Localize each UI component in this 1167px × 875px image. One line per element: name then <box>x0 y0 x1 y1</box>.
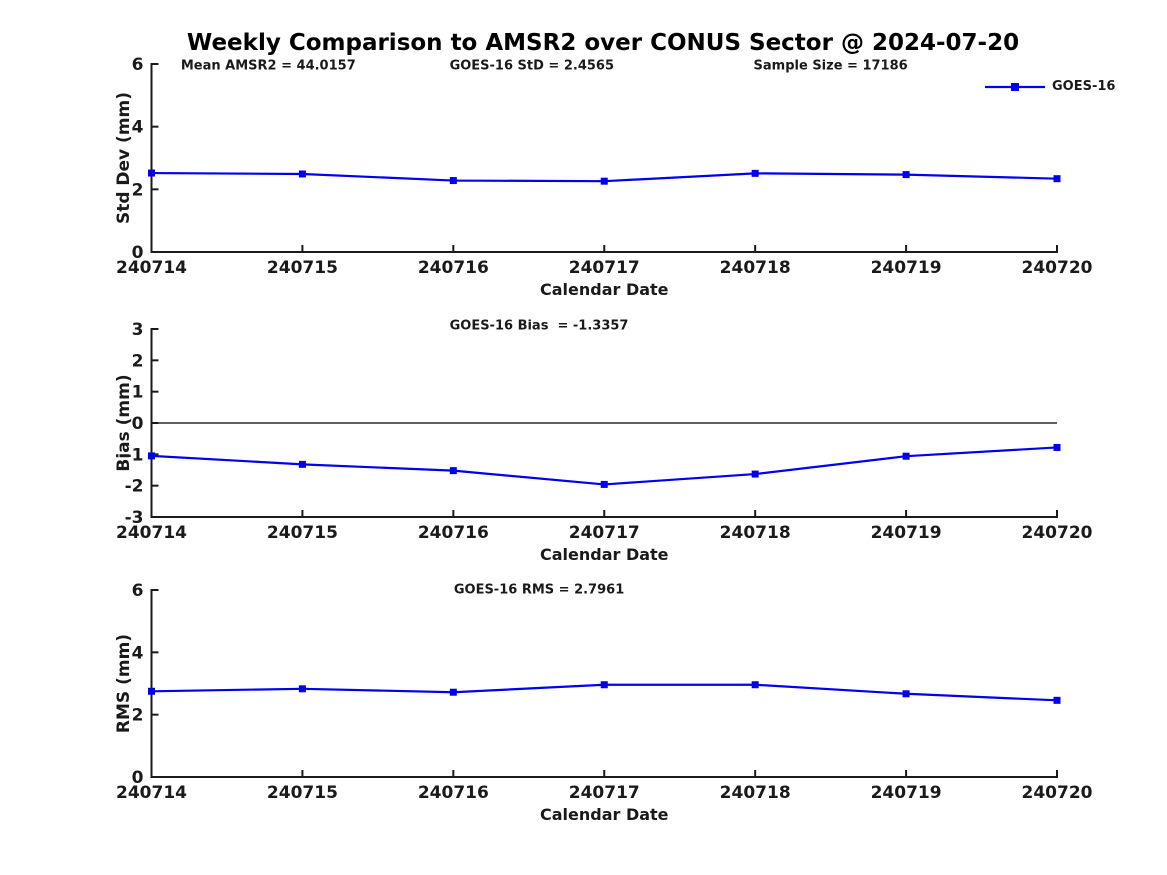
x-tick-label: 240716 <box>418 783 489 803</box>
data-point-marker <box>1053 175 1061 183</box>
y-tick-label: 0 <box>132 243 144 263</box>
y-tick-label: 1 <box>132 383 144 403</box>
y-tick-label: 4 <box>132 643 144 663</box>
data-line <box>151 446 1058 486</box>
legend-label: GOES-16 <box>1052 79 1116 94</box>
annotation-text: GOES-16 StD = 2.4565 <box>450 59 614 74</box>
y-tick-label: 2 <box>132 706 144 726</box>
annotation-text: GOES-16 Bias = -1.3357 <box>450 319 629 334</box>
data-point-marker <box>298 170 306 178</box>
x-tick-label: 240714 <box>116 258 187 278</box>
y-axis-label: Bias (mm) <box>114 374 134 471</box>
data-point-marker <box>751 681 759 689</box>
y-tick-label: -2 <box>125 477 144 497</box>
data-point-marker <box>600 480 608 488</box>
x-tick-label: 240719 <box>871 783 942 803</box>
y-tick-label: 3 <box>132 320 144 340</box>
x-tick-label: 240716 <box>418 258 489 278</box>
subplot-bias-mm: -3 -2 -1 0 1 2 3 240714 240715 240716 240717 240718… <box>114 319 1093 565</box>
y-tick-label: -1 <box>125 445 144 465</box>
y-tick-label: 2 <box>132 351 144 371</box>
data-point-marker <box>148 687 155 695</box>
x-axis-label: Calendar Date <box>540 805 669 824</box>
x-tick-label: 240715 <box>267 258 338 278</box>
subplot-std-dev-mm: 0 2 4 6 240714 240715 240716 240717 240718 240719… <box>114 55 1093 299</box>
data-point-marker <box>1053 696 1061 704</box>
legend-line-sample <box>985 82 1045 91</box>
x-tick-label: 240716 <box>418 523 489 543</box>
data-point-marker <box>449 688 457 696</box>
data-point-marker <box>1053 443 1061 451</box>
y-tick-label: 2 <box>132 180 144 200</box>
data-point-marker <box>902 452 910 460</box>
x-tick-label: 240715 <box>267 783 338 803</box>
x-tick-label: 240717 <box>569 258 640 278</box>
x-tick-label: 240717 <box>569 783 640 803</box>
y-tick-label: 6 <box>132 55 144 75</box>
y-tick-label: 6 <box>132 581 144 601</box>
x-tick-label: 240719 <box>871 258 942 278</box>
data-point-marker <box>751 169 759 177</box>
x-tick-label: 240719 <box>871 523 942 543</box>
data-point-marker <box>902 690 910 698</box>
subplot-rms-mm: 0 2 4 6 240714 240715 240716 240717 240718 240719… <box>114 581 1093 824</box>
x-tick-label: 240717 <box>569 523 640 543</box>
x-tick-label: 240720 <box>1022 783 1093 803</box>
x-axis-label: Calendar Date <box>540 280 669 299</box>
annotation-text: Sample Size = 17186 <box>754 59 908 74</box>
y-tick-label: 4 <box>132 118 144 138</box>
x-tick-label: 240714 <box>116 523 187 543</box>
data-point-marker <box>148 169 155 177</box>
data-point-marker <box>449 467 457 475</box>
legend-series-marker-icon <box>1011 82 1019 91</box>
x-tick-label: 240720 <box>1022 258 1093 278</box>
y-tick-label: 0 <box>132 768 144 788</box>
data-point-marker <box>751 470 759 478</box>
y-tick-label: -3 <box>125 508 144 528</box>
data-point-marker <box>600 681 608 689</box>
data-point-marker <box>449 177 457 185</box>
figure-title: Weekly Comparison to AMSR2 over CONUS Se… <box>186 30 1020 56</box>
x-tick-label: 240718 <box>720 783 791 803</box>
x-tick-label: 240714 <box>116 783 187 803</box>
legend: GOES-16 <box>985 79 1115 94</box>
data-point-marker <box>902 171 910 179</box>
x-tick-label: 240715 <box>267 523 338 543</box>
y-axis-label: Std Dev (mm) <box>114 92 134 224</box>
data-point-marker <box>298 460 306 468</box>
y-axis-label: RMS (mm) <box>114 634 134 733</box>
y-tick-label: 0 <box>132 414 144 434</box>
data-point-marker <box>298 685 306 693</box>
x-tick-label: 240718 <box>720 523 791 543</box>
x-axis-label: Calendar Date <box>540 545 669 564</box>
annotation-text: GOES-16 RMS = 2.7961 <box>454 583 624 598</box>
data-point-marker <box>148 452 155 460</box>
data-point-marker <box>600 177 608 185</box>
x-tick-label: 240720 <box>1022 523 1093 543</box>
annotation-text: Mean AMSR2 = 44.0157 <box>181 59 356 74</box>
x-tick-label: 240718 <box>720 258 791 278</box>
